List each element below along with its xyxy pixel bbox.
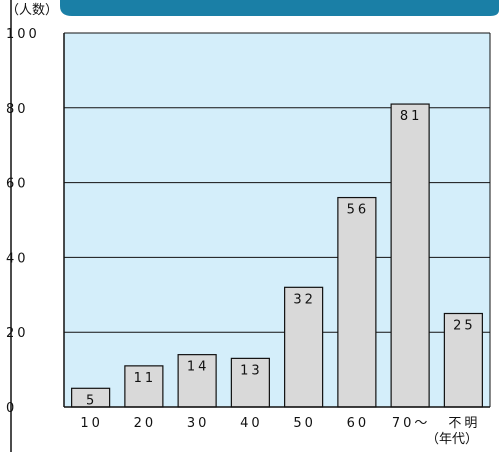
x-tick-label: 10 xyxy=(80,416,103,431)
data-label: 81 xyxy=(400,109,423,124)
data-label: 5 xyxy=(86,393,97,408)
x-tick-label: 50 xyxy=(293,416,316,431)
x-tick-label: 20 xyxy=(134,416,157,431)
bar xyxy=(390,103,430,408)
data-label: 25 xyxy=(453,319,476,334)
bar xyxy=(337,196,377,408)
data-label: 11 xyxy=(134,371,157,386)
y-tick-labels: 0 20 40 60 80 100 xyxy=(6,27,40,416)
x-tick-labels: 10 20 30 40 50 60 70～ 不明 xyxy=(80,416,480,431)
data-label: 32 xyxy=(293,292,316,307)
data-labels: 5 11 14 13 32 56 81 25 xyxy=(86,109,476,408)
y-tick-label: 40 xyxy=(6,251,29,266)
x-tick-label: 不明 xyxy=(448,416,480,431)
y-tick-label: 0 xyxy=(6,401,17,416)
x-tick-label: 70～ xyxy=(392,416,431,431)
bar xyxy=(177,354,217,408)
y-unit-label: （人数） xyxy=(6,3,58,18)
data-label: 56 xyxy=(347,203,370,218)
x-category-note: （年代） xyxy=(426,432,478,447)
bar xyxy=(443,312,483,408)
bar xyxy=(284,286,324,408)
y-tick-label: 80 xyxy=(6,102,29,117)
axes xyxy=(63,33,491,408)
data-label: 14 xyxy=(187,360,210,375)
bar xyxy=(124,365,164,408)
x-tick-label: 60 xyxy=(347,416,370,431)
header-band xyxy=(60,0,499,16)
y-tick-label: 20 xyxy=(6,326,29,341)
x-tick-label: 30 xyxy=(187,416,210,431)
y-tick-label: 100 xyxy=(6,27,40,42)
y-tick-label: 60 xyxy=(6,177,29,192)
x-tick-label: 40 xyxy=(240,416,263,431)
data-label: 13 xyxy=(240,363,263,378)
